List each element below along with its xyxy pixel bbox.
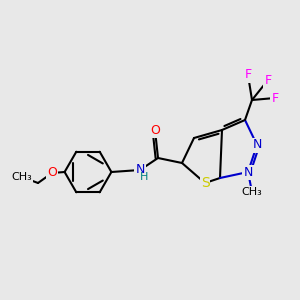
Text: N: N bbox=[135, 164, 145, 176]
Text: H: H bbox=[140, 172, 148, 182]
Text: S: S bbox=[201, 176, 209, 190]
Text: F: F bbox=[244, 68, 252, 82]
Text: CH₃: CH₃ bbox=[12, 172, 32, 182]
Text: O: O bbox=[47, 167, 57, 179]
Text: CH₃: CH₃ bbox=[242, 187, 262, 197]
Text: O: O bbox=[150, 124, 160, 136]
Text: N: N bbox=[243, 166, 253, 178]
Text: N: N bbox=[252, 139, 262, 152]
Text: F: F bbox=[264, 74, 272, 86]
Text: F: F bbox=[272, 92, 279, 104]
